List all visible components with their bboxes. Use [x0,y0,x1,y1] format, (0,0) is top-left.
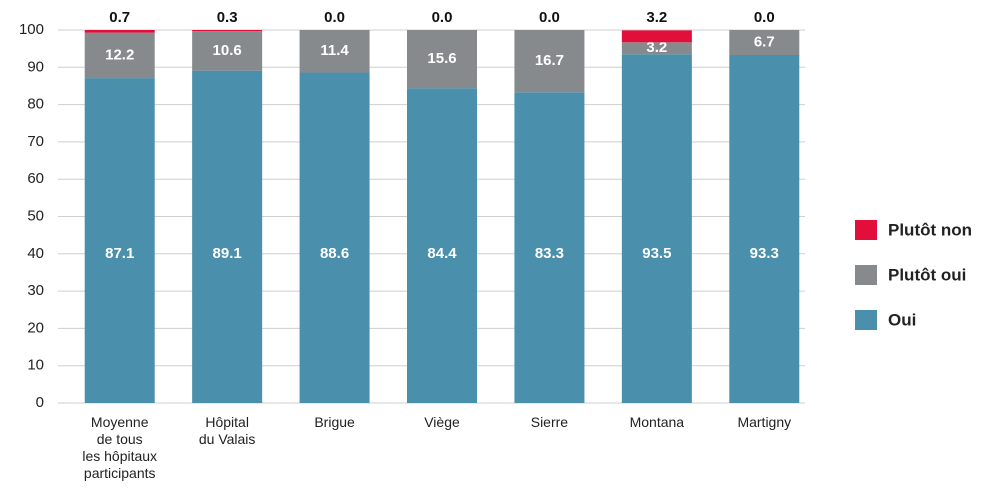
bar-segment [514,30,585,93]
value-label: 10.6 [213,42,242,59]
value-label: 12.2 [105,46,134,63]
bar-segment [407,30,477,89]
y-tick-label: 50 [27,207,44,224]
bar-segment [299,30,370,73]
bar-segment [514,92,585,403]
x-tick-label: Brigue [314,414,355,430]
legend-label: Plutôt non [888,220,972,239]
x-tick-label: Moyenne de tous les hôpitaux participant… [82,414,158,481]
value-label: 15.6 [427,50,456,67]
y-tick-label: 40 [27,245,44,262]
y-tick-label: 60 [27,170,44,187]
value-label: 93.5 [642,245,671,262]
x-tick-label: Sierre [530,414,569,430]
y-tick-label: 100 [19,21,44,38]
value-label: 88.6 [320,245,349,262]
bar-segment [621,54,692,404]
x-tick-label: Montana [629,414,685,430]
legend-swatch [855,310,877,330]
bar-segment [729,54,800,404]
value-label: 89.1 [213,245,242,262]
bar-segment [84,32,155,79]
value-label: 93.3 [750,245,779,262]
value-label: 0.0 [754,9,775,26]
value-label: 3.2 [646,9,667,26]
bar-segment [621,42,692,55]
value-label: 3.2 [646,39,667,56]
y-tick-label: 80 [27,96,44,113]
bar-segment [84,78,155,403]
bar-segment [192,31,263,71]
value-label: 6.7 [754,33,775,50]
value-label: 83.3 [535,245,564,262]
x-tick-label: Hôpital du Valais [198,414,256,447]
legend-label: Oui [888,310,916,329]
value-label: 11.4 [320,42,349,59]
bar-segment [729,30,800,55]
legend-swatch [855,265,877,285]
value-label: 0.0 [324,9,345,26]
value-label: 0.7 [109,9,130,26]
value-label: 87.1 [105,245,134,262]
bar-segment [192,70,263,404]
x-tick-label: Viège [424,414,460,430]
y-tick-label: 30 [27,282,44,299]
y-tick-label: 10 [27,357,44,374]
bar-segment [407,88,477,404]
y-tick-label: 70 [27,133,44,150]
legend-label: Plutôt oui [888,265,966,284]
legend-swatch [855,220,877,240]
bar-segment [621,30,692,43]
value-label: 0.0 [432,9,453,26]
value-label: 84.4 [427,245,457,262]
value-label: 16.7 [535,52,564,69]
value-label: 0.0 [539,9,560,26]
y-tick-label: 90 [27,58,44,75]
y-tick-label: 0 [36,394,44,411]
bar-segment [192,30,263,32]
bar-segment [84,30,155,33]
value-label: 0.3 [217,9,238,26]
bar-segment [299,72,370,403]
x-tick-label: Martigny [737,414,792,430]
y-tick-label: 20 [27,319,44,336]
